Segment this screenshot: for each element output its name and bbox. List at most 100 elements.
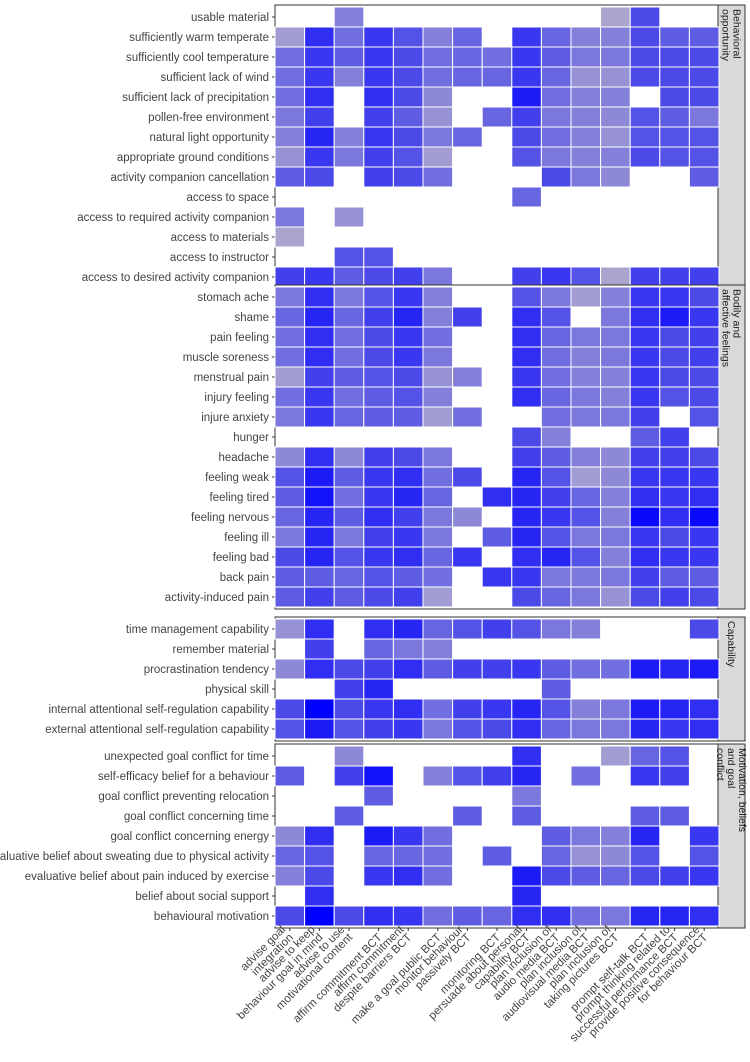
heatmap-cell <box>274 506 306 528</box>
heatmap-cell <box>629 346 661 368</box>
heatmap-cell <box>540 366 572 388</box>
heatmap-cell <box>274 306 306 328</box>
heatmap-cell <box>392 845 424 867</box>
heatmap-cell <box>363 638 394 660</box>
heatmap-cell <box>540 446 572 468</box>
heatmap-cell <box>570 905 602 927</box>
heatmap-cell <box>304 618 335 640</box>
heatmap-cell <box>481 718 513 740</box>
heatmap-cell <box>570 526 602 548</box>
heatmap-cell <box>688 905 720 927</box>
heatmap-cell <box>304 506 335 528</box>
heatmap-cell <box>570 366 602 388</box>
heatmap-cell <box>600 718 631 740</box>
heatmap-cell <box>422 106 454 128</box>
heatmap-cell <box>570 566 602 588</box>
row-label: belief about social support <box>135 891 269 903</box>
heatmap-cell <box>540 718 572 740</box>
row-label: time management capability <box>126 624 269 636</box>
row-label: activity-induced pain <box>165 592 269 604</box>
heatmap-cell <box>540 825 572 847</box>
heatmap-cell <box>688 386 720 408</box>
row-label: natural light opportunity <box>149 132 269 144</box>
heatmap-cell <box>511 698 542 720</box>
heatmap-cell <box>629 586 661 608</box>
row-label: internal attentional self-regulation cap… <box>48 704 269 716</box>
heatmap-cell <box>363 166 394 188</box>
heatmap-cell <box>511 586 542 608</box>
heatmap-cell <box>600 26 631 48</box>
heatmap-cell <box>304 486 335 508</box>
heatmap-cell <box>392 326 424 348</box>
heatmap-cell <box>629 286 661 308</box>
heatmap-cell <box>600 546 631 568</box>
heatmap-cell <box>363 765 394 787</box>
heatmap-cell <box>363 326 394 348</box>
heatmap-cell <box>274 406 306 428</box>
heatmap-cell <box>511 885 542 907</box>
heatmap-cell <box>540 326 572 348</box>
heatmap-cell <box>363 66 394 88</box>
row-label: access to materials <box>171 232 270 244</box>
heatmap-cell <box>540 526 572 548</box>
heatmap-cell <box>570 618 602 640</box>
heatmap-cell <box>688 446 720 468</box>
heatmap-cell <box>600 566 631 588</box>
heatmap-cell <box>274 618 306 640</box>
heatmap-cell <box>333 286 365 308</box>
heatmap-cell <box>659 46 690 68</box>
heatmap-cell <box>600 658 631 680</box>
heatmap-cell <box>363 26 394 48</box>
heatmap-cell <box>688 166 720 188</box>
heatmap-cell <box>363 366 394 388</box>
heatmap-cell <box>363 466 394 488</box>
heatmap-cell <box>600 6 631 28</box>
heatmap-cell <box>422 46 454 68</box>
heatmap-cell <box>540 426 572 448</box>
heatmap-cell <box>629 765 661 787</box>
heatmap-cell <box>363 506 394 528</box>
row-label: access to instructor <box>170 252 269 264</box>
heatmap-cell <box>659 266 690 288</box>
row-label: activity companion cancellation <box>110 172 269 184</box>
heatmap-cell <box>688 658 720 680</box>
heatmap-cell <box>570 865 602 887</box>
heatmap-cell <box>363 126 394 148</box>
heatmap-cell <box>570 586 602 608</box>
heatmap-cell <box>688 825 720 847</box>
heatmap-cell <box>540 386 572 408</box>
heatmap-cell <box>600 506 631 528</box>
heatmap-cell <box>600 266 631 288</box>
heatmap-cell <box>304 658 335 680</box>
heatmap-cell <box>688 586 720 608</box>
heatmap-cell <box>422 346 454 368</box>
heatmap-cell <box>511 865 542 887</box>
heatmap-cell <box>540 466 572 488</box>
heatmap-cell <box>570 845 602 867</box>
heatmap-cell <box>659 865 690 887</box>
heatmap-cell <box>363 865 394 887</box>
heatmap-cell <box>511 446 542 468</box>
heatmap-cell <box>363 306 394 328</box>
heatmap-cell <box>600 825 631 847</box>
heatmap-cell <box>629 865 661 887</box>
heatmap-cell <box>629 745 661 767</box>
heatmap-cell <box>274 446 306 468</box>
heatmap-cell <box>511 805 542 827</box>
heatmap-cell <box>688 286 720 308</box>
heatmap-cell <box>274 86 306 108</box>
heatmap-cell <box>333 718 365 740</box>
heatmap-cell <box>333 246 365 268</box>
heatmap-cell <box>629 366 661 388</box>
heatmap-cell <box>600 698 631 720</box>
heatmap-cell <box>363 586 394 608</box>
heatmap-cell <box>452 765 483 787</box>
heatmap-cell <box>304 366 335 388</box>
row-label: pollen-free environment <box>148 112 270 124</box>
heatmap-cell <box>392 825 424 847</box>
heatmap-cell <box>511 46 542 68</box>
heatmap-cell <box>629 805 661 827</box>
heatmap-cell <box>333 658 365 680</box>
heatmap-cell <box>511 546 542 568</box>
